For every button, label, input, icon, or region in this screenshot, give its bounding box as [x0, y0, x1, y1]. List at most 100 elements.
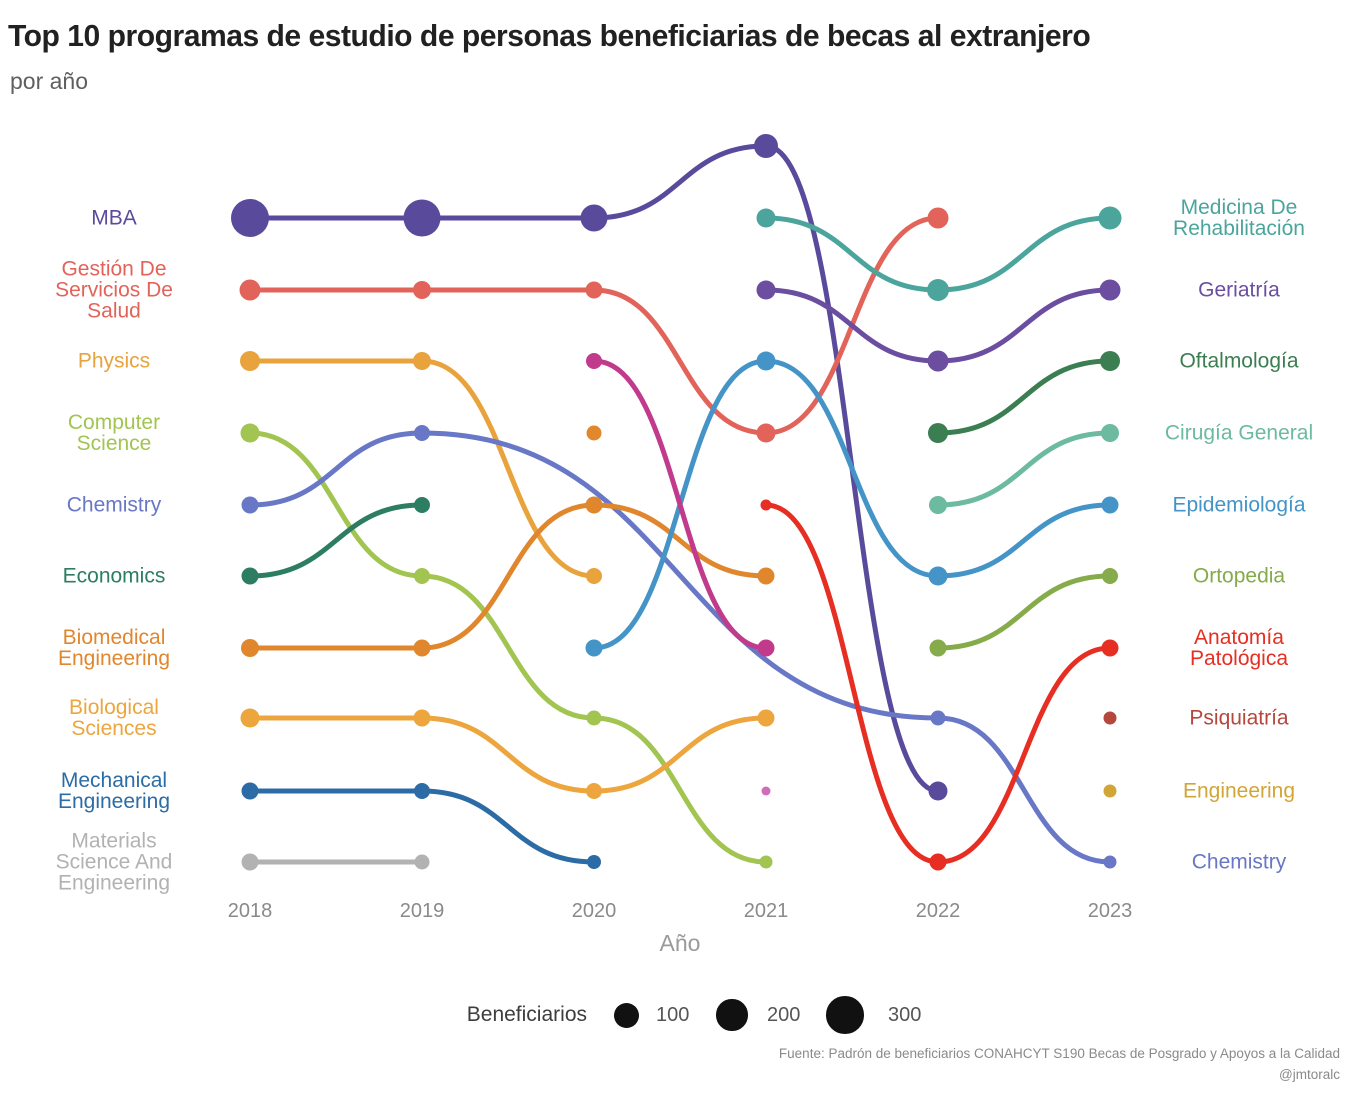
dot-oftalmologia-2022 — [928, 423, 948, 443]
page-subtitle: por año — [10, 68, 89, 94]
series-line-anatomia-patologica — [763, 502, 1113, 865]
dot-cirugia-general-2023 — [1101, 424, 1119, 442]
series-line-physics — [247, 358, 597, 579]
series-line-cirugia-general — [935, 430, 1113, 508]
right-label-engineering: Engineering — [1182, 779, 1296, 803]
x-tick-2021: 2021 — [743, 900, 789, 922]
left-label-computer-science: Computer Science — [67, 411, 161, 455]
dot-physics-2018 — [240, 351, 260, 371]
dot-physics-2020 — [586, 568, 602, 584]
left-label-biological-sciences: Biological Sciences — [69, 696, 159, 740]
dot-medicina-de-rehabilitacion-2023 — [1098, 206, 1122, 230]
dot-biomedical-engineering-2018 — [241, 639, 259, 657]
dot-gestion-de-servicios-de-salud-2020 — [585, 281, 603, 299]
right-label-anatomia-patologica: Anatomía Patológica — [1189, 626, 1289, 670]
x-tick-2020: 2020 — [571, 900, 617, 922]
dot-biological-sciences-2020 — [586, 783, 602, 799]
dot-anatomia-patologica-2022 — [929, 853, 947, 871]
right-label-geriatria: Geriatría — [1198, 278, 1280, 302]
author-handle: @jmtoralc — [1279, 1067, 1340, 1082]
left-label-mba: MBA — [91, 206, 137, 230]
dot-materials-science-and-engineering-2018 — [241, 853, 259, 871]
series-line-gestion-de-servicios-de-salud — [247, 215, 941, 436]
bump-chart — [231, 134, 1122, 871]
dot-computer-science-2019 — [414, 568, 430, 584]
dot-biological-sciences-2018 — [240, 708, 260, 728]
dot-epidemiologia-2020 — [585, 639, 603, 657]
dot-biological-sciences-2021 — [757, 709, 775, 727]
dot-mba-2022 — [928, 781, 948, 801]
dot-geriatria-2022 — [927, 350, 949, 372]
series-line-mba — [247, 143, 941, 794]
dot-anatomia-patologica-2021 — [760, 499, 772, 511]
dot-biomedical-engineering-2020 — [585, 496, 603, 514]
series-line-biomedical-engineering — [247, 502, 769, 651]
right-label-psiquiatria: Psiquiatría — [1189, 706, 1289, 730]
series-line-mechanical-engineering — [247, 788, 597, 865]
dot-mba-2021 — [754, 134, 778, 158]
dot-mba-2019 — [403, 199, 441, 237]
dot-chemistry-2023 — [1103, 855, 1117, 869]
x-tick-2018: 2018 — [227, 900, 273, 922]
x-tick-2019: 2019 — [399, 900, 445, 922]
left-label-chemistry: Chemistry — [66, 493, 162, 517]
right-label-cirugia-general: Cirugía General — [1164, 421, 1314, 445]
dot-engineering-2023 — [1103, 784, 1117, 798]
left-label-mechanical-engineering: Mechanical Engineering — [57, 769, 171, 813]
dot-epidemiologia-2021 — [756, 351, 776, 371]
dot-mba-2018 — [231, 199, 269, 237]
legend-dot-200 — [716, 999, 748, 1031]
series-line-ortopedia — [935, 573, 1113, 651]
dot-mechanical-engineering-2018 — [241, 782, 259, 800]
series-line-epidemiologia — [591, 358, 1113, 651]
x-tick-2023: 2023 — [1087, 900, 1133, 922]
dot-epidemiologia-2022 — [928, 566, 948, 586]
series-line-computer-science — [247, 430, 769, 865]
dot-biomedical-engineering-2019 — [413, 639, 431, 657]
dot-mba-2020 — [580, 204, 608, 232]
dot-chemistry-2018 — [241, 496, 259, 514]
page-title: Top 10 programas de estudio de personas … — [8, 18, 1091, 53]
series-line-chemistry — [247, 430, 1113, 865]
left-label-economics: Economics — [62, 564, 166, 588]
right-label-chemistry: Chemistry — [1191, 850, 1287, 874]
dot-serie-sin-etiqueta-magenta-2020 — [586, 353, 602, 369]
dot-cirugia-general-2022 — [929, 496, 947, 514]
legend-value-100: 100 — [656, 1004, 690, 1026]
right-label-epidemiologia: Epidemiología — [1172, 493, 1306, 517]
dot-chemistry-2022 — [930, 710, 946, 726]
legend-value-200: 200 — [767, 1004, 801, 1026]
dot-geriatria-2021 — [756, 280, 776, 300]
dot-computer-science-2020 — [586, 710, 602, 726]
dot-computer-science-2018 — [240, 423, 260, 443]
series-line-oftalmologia — [935, 358, 1113, 436]
dot-mechanical-engineering-2020 — [587, 855, 601, 869]
dot-epidemiologia-2023 — [1101, 496, 1119, 514]
series-line-economics — [247, 502, 425, 579]
dot-oftalmologia-2023 — [1100, 351, 1120, 371]
left-label-materials-science-and-engineering: Materials Science And Engineering — [55, 829, 173, 895]
dot-geriatria-2023 — [1099, 279, 1121, 301]
source-note: Fuente: Padrón de beneficiarios CONAHCYT… — [778, 1046, 1340, 1061]
dot-economics-2018 — [241, 567, 259, 585]
dot-biomedical-engineering-2021 — [757, 567, 775, 585]
dot-serie-sin-etiqueta-rosa-2021 — [761, 786, 771, 796]
right-label-ortopedia: Ortopedia — [1192, 564, 1286, 588]
left-label-biomedical-engineering: Biomedical Engineering — [57, 626, 171, 670]
series-line-biological-sciences — [247, 715, 769, 794]
dot-computer-science-2021 — [759, 855, 773, 869]
left-label-physics: Physics — [77, 349, 151, 373]
dot-serie-sin-etiqueta-magenta-2021 — [757, 639, 775, 657]
dot-medicina-de-rehabilitacion-2021 — [756, 208, 776, 228]
dot-biological-sciences-2019 — [413, 709, 431, 727]
dot-ortopedia-2023 — [1102, 568, 1118, 584]
dot-chemistry-2019 — [414, 425, 430, 441]
legend-value-300: 300 — [888, 1004, 922, 1026]
legend-dot-300 — [826, 996, 864, 1034]
legend-dot-100 — [613, 1002, 639, 1028]
dot-gestion-de-servicios-de-salud-2018 — [239, 279, 261, 301]
dot-mechanical-engineering-2019 — [414, 783, 430, 799]
dot-materials-science-and-engineering-2019 — [414, 854, 430, 870]
dot-physics-2019 — [413, 352, 431, 370]
x-tick-2022: 2022 — [915, 900, 961, 922]
